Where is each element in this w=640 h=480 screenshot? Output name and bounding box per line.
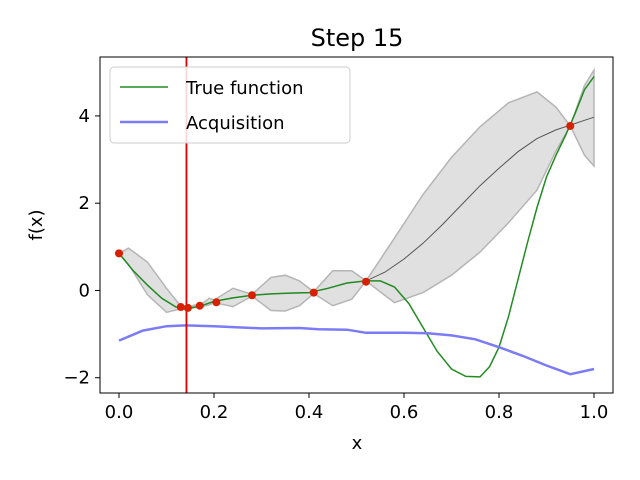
y-tick-label: −2 bbox=[63, 368, 90, 389]
observation-point bbox=[248, 291, 256, 300]
x-axis-title: x bbox=[352, 433, 363, 454]
y-tick-label: 4 bbox=[79, 106, 90, 127]
acquisition-line bbox=[118, 324, 595, 376]
legend-box bbox=[109, 66, 351, 144]
observation-point bbox=[212, 298, 221, 307]
y-axis-title: f(x) bbox=[26, 209, 47, 240]
y-axis: −2 0 2 4 bbox=[63, 106, 100, 389]
observation-point bbox=[176, 303, 185, 312]
y-tick-label: 0 bbox=[79, 280, 90, 301]
legend: True function Acquisition bbox=[109, 66, 351, 144]
observation-point bbox=[195, 301, 204, 310]
observation-point bbox=[566, 121, 575, 130]
legend-label-acquisition: Acquisition bbox=[186, 113, 285, 134]
observation-point bbox=[309, 288, 318, 297]
x-tick-label: 0.6 bbox=[390, 402, 419, 423]
observation-point bbox=[362, 277, 370, 286]
chart-title: Step 15 bbox=[311, 24, 404, 52]
observation-point bbox=[183, 303, 192, 312]
x-axis: 0.0 0.2 0.4 0.6 0.8 1.0 bbox=[105, 393, 609, 423]
x-tick-label: 0.0 bbox=[105, 402, 134, 423]
x-tick-label: 0.4 bbox=[295, 402, 324, 423]
observation-point bbox=[115, 249, 123, 258]
y-tick-label: 2 bbox=[79, 193, 90, 214]
legend-label-true-function: True function bbox=[185, 78, 303, 99]
plot-area bbox=[115, 57, 595, 393]
confidence-band bbox=[117, 67, 595, 314]
x-tick-label: 0.8 bbox=[485, 402, 514, 423]
axes-frame bbox=[99, 56, 614, 394]
x-tick-label: 0.2 bbox=[200, 402, 229, 423]
x-tick-label: 1.0 bbox=[580, 402, 609, 423]
